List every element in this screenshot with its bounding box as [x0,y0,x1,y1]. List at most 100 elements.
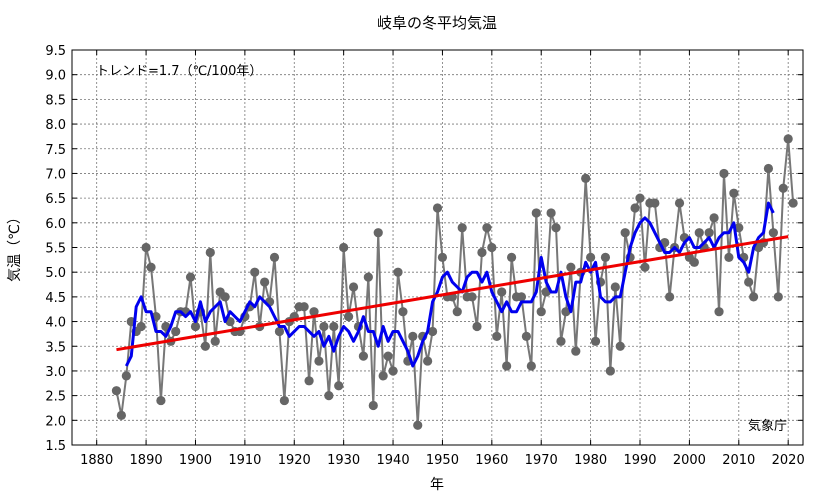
annual-data-point [650,198,660,208]
x-tick-label: 1940 [377,453,410,468]
annual-data-point [581,173,591,183]
source-label: 気象庁 [748,418,787,434]
annual-data-point [136,321,146,332]
annual-data-point [571,346,581,356]
annual-data-point [551,223,561,233]
y-tick-label: 8.5 [45,93,66,108]
annual-data-point [665,292,675,302]
annual-data-point [171,326,181,337]
annual-data-point [472,321,482,332]
y-tick-label: 4.0 [45,316,66,331]
annual-data-point [348,282,359,292]
y-tick-label: 5.0 [45,266,66,281]
annual-data-point [709,213,719,223]
annual-data-point [427,326,438,337]
annual-data-point [590,336,601,346]
annual-data-point [156,395,166,406]
annual-data-point [615,341,625,351]
moving-average-line [124,201,775,368]
annual-data-point [334,381,344,391]
annual-data-point [516,292,527,302]
annual-data-point [734,223,744,233]
annual-data-point [373,228,383,238]
annual-data-point [343,312,354,322]
annual-data-point [506,252,517,262]
annual-data-point [457,223,467,233]
annual-data-point [279,395,289,406]
annual-data-point [749,292,759,302]
annual-data-point [200,341,210,351]
annual-data-point [674,198,685,208]
annual-data-point [610,282,620,292]
annual-data-point [502,361,512,371]
annual-data-point [393,267,403,277]
x-axis: 1880 1890 1900 1910 1920 1930 1940 1950 1960 1970… [80,50,805,468]
annual-data-point [521,331,532,341]
annual-data-point [714,307,724,317]
annual-data-point [492,331,502,341]
annual-data-point [531,208,541,218]
annual-data-point [121,371,131,381]
y-tick-label: 6.0 [45,217,66,232]
x-axis-title: 年 [430,477,444,493]
x-tick-label: 1930 [327,453,360,468]
annual-data-point [437,252,448,262]
annual-data-point [274,326,285,337]
annual-data-point [452,307,462,317]
annual-data-point [482,223,492,233]
y-tick-label: 7.0 [45,167,66,182]
annual-series-line [115,138,795,426]
x-tick-label: 2000 [673,453,706,468]
annual-data-point [358,351,369,361]
annual-data-point [423,356,433,366]
annual-data-point [566,262,576,272]
annual-data-point [250,267,260,277]
annual-data-point [413,420,423,430]
annual-data-point [773,292,783,302]
y-tick-label: 7.5 [45,143,66,158]
annual-data-point [467,292,477,302]
annual-data-point [724,252,734,262]
y-tick-label: 9.0 [45,69,66,84]
annual-data-point [111,386,122,396]
annual-data-point [368,400,378,411]
annual-data-point [744,277,754,287]
y-tick-label: 2.0 [45,414,66,429]
annual-data-point [635,193,645,203]
x-tick-label: 1900 [179,453,212,468]
y-tick-label: 4.5 [45,291,66,306]
annual-data-point [432,203,443,213]
annual-data-point [630,203,640,213]
chart-title: 岐阜の冬平均気温 [377,14,497,32]
annual-data-point [640,262,650,272]
y-tick-label: 9.5 [45,44,66,59]
x-tick-label: 2020 [772,453,805,468]
annual-data-point [260,277,270,287]
annual-data-point [620,228,630,238]
annual-data-point [304,376,314,386]
y-tick-label: 3.0 [45,365,66,380]
annual-data-point [388,366,398,376]
y-tick-label: 8.0 [45,118,66,133]
x-tick-label: 1960 [475,453,508,468]
annual-data-point [497,287,507,297]
x-tick-label: 1990 [623,453,656,468]
x-tick-label: 2010 [722,453,755,468]
annual-data-point [383,351,393,361]
y-axis-title: 気温（℃） [7,210,23,282]
annual-data-point [220,292,230,302]
annual-data-point [319,321,329,332]
annual-data-point [339,242,349,253]
annual-data-point [408,331,418,341]
annual-data-point [205,247,215,258]
x-tick-label: 1890 [130,453,163,468]
annual-data-point [116,410,126,420]
x-tick-label: 1920 [278,453,311,468]
annual-data-point [778,183,788,193]
annual-data-point [141,242,151,253]
y-tick-label: 3.5 [45,340,66,355]
annual-data-point [704,228,714,238]
annual-data-point [586,252,596,262]
annual-data-point [378,371,388,381]
